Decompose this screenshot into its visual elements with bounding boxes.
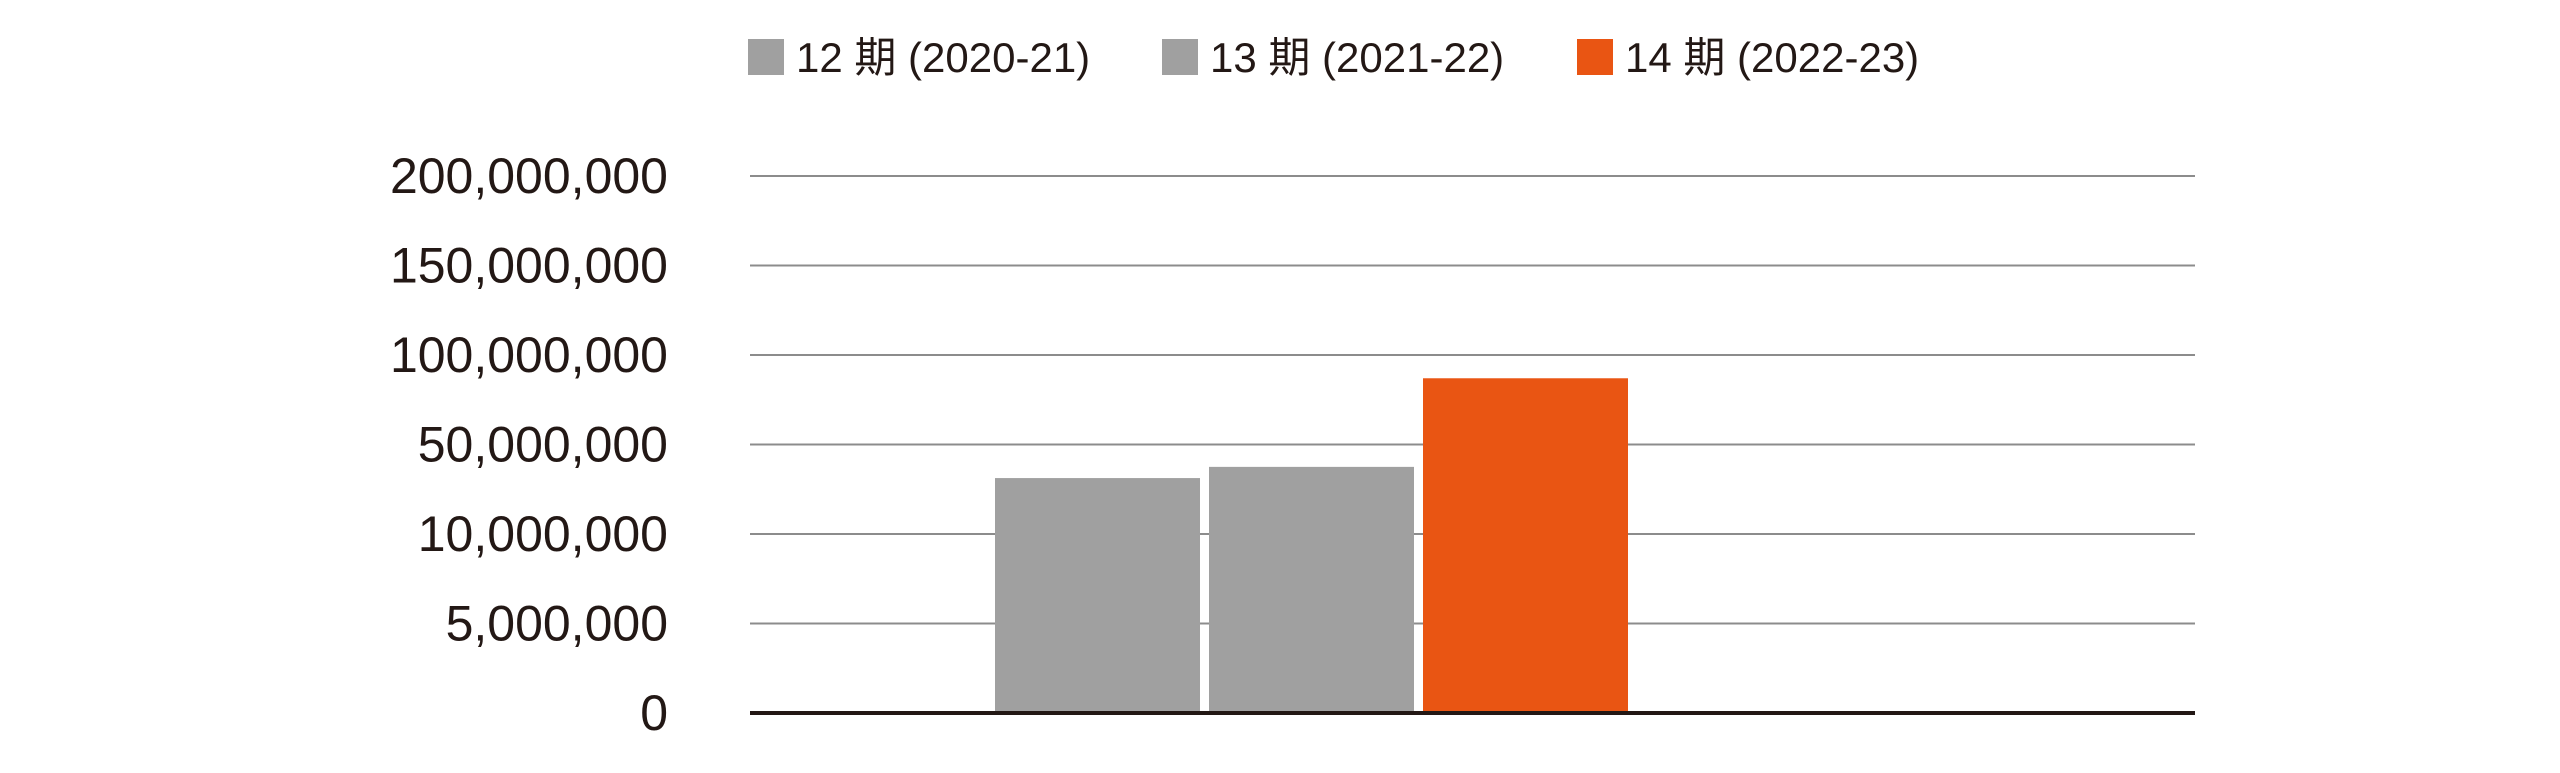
bar-series-1 [995, 478, 1200, 713]
legend-item: 14 期 (2022-23) [1577, 34, 1919, 81]
y-tick-label: 150,000,000 [390, 238, 668, 294]
y-axis: 0 5,000,000 10,000,000 50,000,000 100,000,00… [390, 148, 668, 741]
legend-swatch [1162, 39, 1198, 75]
legend-label: 12 期 (2020-21) [796, 34, 1090, 81]
legend-swatch [748, 39, 784, 75]
y-tick-label: 0 [640, 685, 668, 741]
legend-item: 13 期 (2021-22) [1162, 34, 1504, 81]
legend: 12 期 (2020-21) 13 期 (2021-22) 14 期 (2022-2… [748, 34, 1919, 81]
y-tick-label: 200,000,000 [390, 148, 668, 204]
y-tick-label: 100,000,000 [390, 327, 668, 383]
legend-item: 12 期 (2020-21) [748, 34, 1090, 81]
y-tick-label: 10,000,000 [418, 506, 668, 562]
legend-swatch [1577, 39, 1613, 75]
bars [995, 378, 1628, 713]
legend-label: 13 期 (2021-22) [1210, 34, 1504, 81]
y-tick-label: 5,000,000 [446, 596, 668, 652]
legend-label: 14 期 (2022-23) [1625, 34, 1919, 81]
bar-series-3 [1423, 378, 1628, 713]
bar-series-2 [1209, 466, 1414, 713]
y-tick-label: 50,000,000 [418, 417, 668, 473]
